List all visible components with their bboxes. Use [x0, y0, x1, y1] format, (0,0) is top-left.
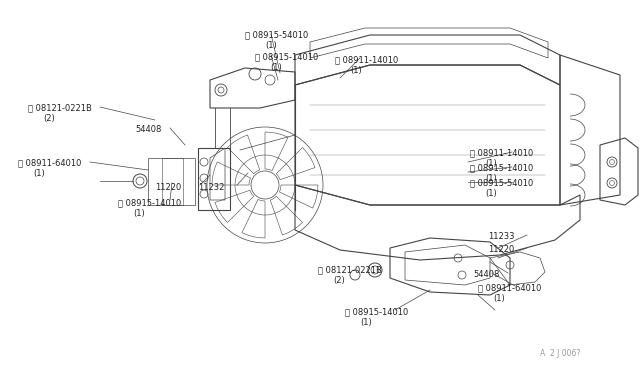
Text: 11233: 11233 — [488, 232, 515, 241]
Text: (1): (1) — [493, 294, 505, 303]
Text: (1): (1) — [265, 41, 276, 50]
Text: (1): (1) — [485, 174, 497, 183]
Text: 11220: 11220 — [488, 245, 515, 254]
Text: Ⓥ 08915-54010: Ⓥ 08915-54010 — [470, 178, 533, 187]
Text: Ⓝ 08911-14010: Ⓝ 08911-14010 — [470, 148, 533, 157]
Text: Ⓥ 08915-14010: Ⓥ 08915-14010 — [470, 163, 533, 172]
Text: (1): (1) — [133, 209, 145, 218]
Text: Ⓥ 08915-14010: Ⓥ 08915-14010 — [255, 52, 318, 61]
Text: Ⓣ 08915-54010: Ⓣ 08915-54010 — [245, 30, 308, 39]
Text: 54408: 54408 — [135, 125, 161, 134]
Text: (1): (1) — [33, 169, 45, 178]
Text: Ⓑ 08121-0221B: Ⓑ 08121-0221B — [318, 265, 382, 274]
Text: (1): (1) — [485, 159, 497, 168]
Text: 54408: 54408 — [473, 270, 499, 279]
Text: (2): (2) — [333, 276, 345, 285]
Text: (1): (1) — [485, 189, 497, 198]
Text: Ⓝ 08911-64010: Ⓝ 08911-64010 — [18, 158, 81, 167]
Text: (1): (1) — [270, 63, 282, 72]
Text: Ⓝ 08911-14010: Ⓝ 08911-14010 — [335, 55, 398, 64]
Text: Ⓥ 08915-14010: Ⓥ 08915-14010 — [118, 198, 181, 207]
Text: (1): (1) — [360, 318, 372, 327]
Text: 11220: 11220 — [155, 183, 181, 192]
Text: Ⓝ 08911-64010: Ⓝ 08911-64010 — [478, 283, 541, 292]
Text: A  2 J 006?: A 2 J 006? — [540, 349, 580, 358]
Text: 11232: 11232 — [198, 183, 225, 192]
Text: (1): (1) — [350, 66, 362, 75]
Text: Ⓑ 08121-0221B: Ⓑ 08121-0221B — [28, 103, 92, 112]
Text: Ⓥ 08915-14010: Ⓥ 08915-14010 — [345, 307, 408, 316]
Text: (2): (2) — [43, 114, 55, 123]
